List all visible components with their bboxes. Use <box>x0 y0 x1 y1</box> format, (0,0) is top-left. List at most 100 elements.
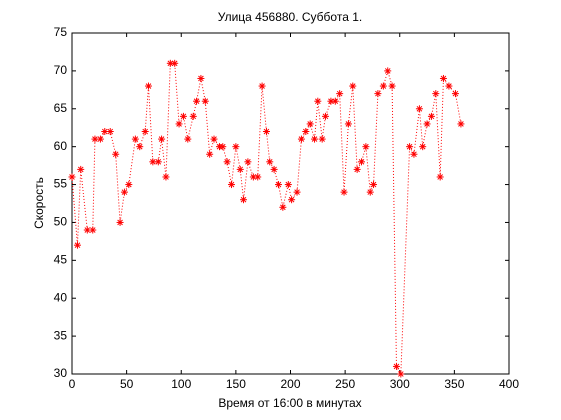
data-point <box>321 112 329 120</box>
marker-stroke <box>424 121 430 127</box>
marker-stroke <box>419 143 426 150</box>
marker-stroke <box>298 136 305 142</box>
data-point <box>131 135 139 143</box>
data-point <box>73 241 81 249</box>
data-point <box>96 135 104 143</box>
y-axis-label: Скорость <box>32 177 46 229</box>
marker-stroke <box>101 128 108 135</box>
data-point <box>162 173 170 181</box>
data-point <box>311 135 319 143</box>
data-point <box>293 188 301 196</box>
data-point <box>366 188 374 196</box>
marker-stroke <box>341 189 347 195</box>
marker-stroke <box>428 113 435 120</box>
data-point <box>112 150 120 158</box>
data-point <box>331 97 339 105</box>
data-point <box>358 158 366 166</box>
data-point <box>249 173 257 181</box>
x-tick-label: 50 <box>120 377 134 391</box>
data-point <box>388 82 396 90</box>
data-point <box>244 158 252 166</box>
y-tick-label: 65 <box>54 101 68 115</box>
data-point <box>410 150 418 158</box>
y-tick-label: 50 <box>54 215 68 229</box>
data-point <box>141 128 149 136</box>
marker-stroke <box>380 83 387 89</box>
data-point <box>89 226 97 234</box>
data-point <box>219 143 227 151</box>
marker-stroke <box>389 83 395 89</box>
data-point <box>374 90 382 98</box>
marker-stroke <box>224 159 230 165</box>
data-point <box>318 135 326 143</box>
data-point <box>228 181 236 189</box>
marker-stroke <box>155 159 162 165</box>
data-point <box>284 181 292 189</box>
marker-stroke <box>288 196 295 203</box>
marker-stroke <box>190 113 197 120</box>
marker-stroke <box>280 204 286 211</box>
marker-stroke <box>416 105 423 112</box>
marker-stroke <box>285 181 292 188</box>
marker-stroke <box>393 363 400 370</box>
marker-stroke <box>315 98 321 105</box>
marker-stroke <box>354 166 360 173</box>
data-point <box>236 165 244 173</box>
marker-stroke <box>97 136 104 142</box>
y-tick-label: 30 <box>54 366 68 380</box>
marker-stroke <box>202 98 209 105</box>
data-point <box>306 120 314 128</box>
marker-stroke <box>363 143 369 150</box>
x-tick-label: 300 <box>390 377 410 391</box>
marker-stroke <box>193 98 200 105</box>
marker-stroke <box>322 113 329 120</box>
data-point <box>116 218 124 226</box>
marker-stroke <box>336 90 343 97</box>
marker-stroke <box>92 136 98 142</box>
marker-stroke <box>370 181 377 188</box>
marker-stroke <box>107 128 114 135</box>
y-tick-label: 60 <box>54 139 68 153</box>
marker-stroke <box>452 90 459 97</box>
data-point <box>397 370 405 378</box>
data-point <box>314 97 322 105</box>
marker-stroke <box>349 83 356 89</box>
marker-stroke <box>132 136 139 142</box>
data-point <box>120 188 128 196</box>
marker-stroke <box>384 68 391 74</box>
marker-stroke <box>89 227 96 233</box>
data-point <box>302 128 310 136</box>
marker-stroke <box>117 219 123 226</box>
marker-stroke <box>233 143 239 150</box>
marker-stroke <box>167 60 174 67</box>
data-point <box>288 196 296 204</box>
data-point <box>423 120 431 128</box>
x-tick-label: 250 <box>335 377 355 391</box>
marker-stroke <box>211 136 217 142</box>
marker-stroke <box>458 121 464 127</box>
marker-stroke <box>263 128 270 135</box>
marker-stroke <box>158 136 165 142</box>
data-point <box>406 143 414 151</box>
y-tick-label: 35 <box>54 328 68 342</box>
data-point <box>297 135 305 143</box>
data-point <box>158 135 166 143</box>
data-point <box>154 158 162 166</box>
marker-stroke <box>240 196 247 203</box>
data-point <box>353 165 361 173</box>
data-point <box>210 135 218 143</box>
x-tick-label: 200 <box>280 377 300 391</box>
data-point <box>436 173 444 181</box>
data-point <box>262 128 270 136</box>
data-point <box>432 90 440 98</box>
data-point <box>451 90 459 98</box>
data-point <box>457 120 465 128</box>
marker-stroke <box>432 90 439 97</box>
marker-stroke <box>163 174 169 180</box>
marker-stroke <box>198 75 204 82</box>
marker-stroke <box>77 166 84 173</box>
data-point <box>175 120 183 128</box>
marker-stroke <box>358 159 365 165</box>
y-tick-label: 70 <box>54 63 68 77</box>
